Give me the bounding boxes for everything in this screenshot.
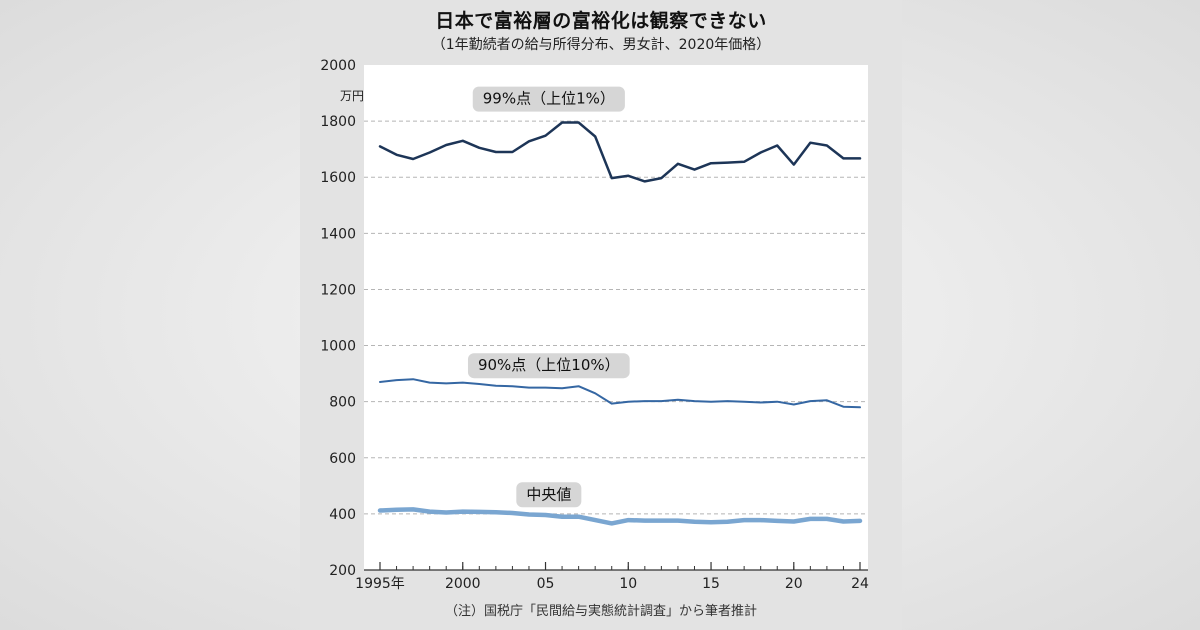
- x-tick-label-1995: 1995年: [355, 576, 405, 592]
- line-chart: 200 400 600 800 1000 1200 1400 1600 1800 2000 199…: [320, 58, 869, 592]
- y-unit-label: 万円: [340, 89, 364, 103]
- x-tick-label-2020: 20: [785, 576, 803, 592]
- series-label-box-1: [467, 353, 630, 379]
- series-label-box-2: [516, 482, 582, 508]
- x-tick-label-2015: 15: [702, 576, 720, 592]
- y-tick-label-1200: 1200: [320, 282, 356, 298]
- series-label-box-0: [472, 86, 625, 112]
- y-tick-label-1600: 1600: [320, 170, 356, 186]
- plot-area: [364, 65, 868, 570]
- x-tick-label-2010: 10: [619, 576, 637, 592]
- series-label-text-0: 99%点（上位1%）: [483, 90, 615, 108]
- x-tick-label-2000: 2000: [445, 576, 481, 592]
- y-tick-label-1000: 1000: [320, 339, 356, 355]
- x-tick-label-2005: 05: [537, 576, 555, 592]
- chart-panel: 日本で富裕層の富裕化は観察できない （1年勤続者の給与所得分布、男女計、2020…: [300, 0, 902, 630]
- source-note: （注）国税庁「民間給与実態統計調査」から筆者推計: [444, 604, 757, 619]
- y-tick-label-600: 600: [329, 451, 356, 467]
- series-line-1: [379, 378, 861, 409]
- x-tick-label-2024: 24: [851, 576, 869, 592]
- y-tick-label-1800: 1800: [320, 114, 356, 130]
- series-line-2: [377, 507, 863, 526]
- series-line-0: [378, 121, 862, 183]
- series-label-2: 中央値: [516, 482, 582, 508]
- y-tick-label-2000: 2000: [320, 58, 356, 74]
- series-label-text-2: 中央値: [526, 485, 571, 503]
- y-tick-label-800: 800: [329, 395, 356, 411]
- y-tick-label-200: 200: [329, 563, 356, 579]
- chart-subtitle: （1年勤続者の給与所得分布、男女計、2020年価格）: [431, 37, 771, 53]
- series-label-0: 99%点（上位1%）: [472, 86, 625, 112]
- y-tick-label-400: 400: [329, 507, 356, 523]
- series-label-1: 90%点（上位10%）: [467, 353, 630, 379]
- y-tick-label-1400: 1400: [320, 226, 356, 242]
- chart-title: 日本で富裕層の富裕化は観察できない: [435, 10, 767, 32]
- series-label-text-1: 90%点（上位10%）: [478, 356, 620, 374]
